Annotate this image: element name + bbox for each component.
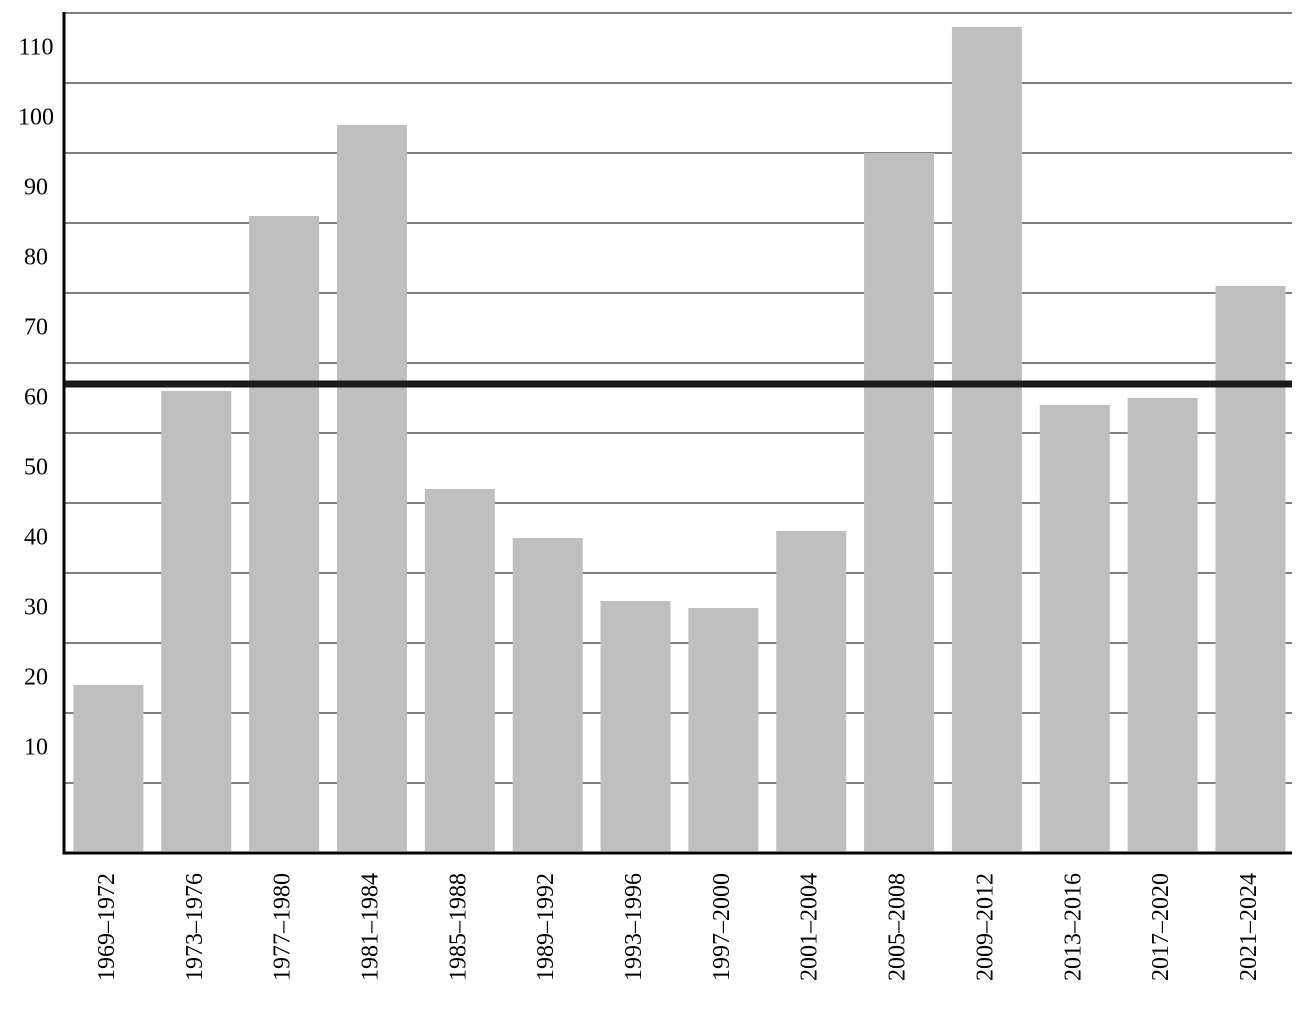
y-tick-label: 30: [24, 595, 48, 621]
bar-1973–1976: [161, 391, 232, 851]
y-tick-label: 110: [18, 35, 53, 61]
bar-2017–2020: [1127, 398, 1198, 851]
bar-1981–1984: [336, 125, 407, 851]
x-tick-label: 2005–2008: [885, 873, 911, 981]
bar-1969–1972: [73, 685, 144, 851]
x-tick-label: 2001–2004: [797, 873, 823, 981]
x-tick-label: 1973–1976: [182, 873, 208, 981]
y-tick-label: 10: [24, 735, 48, 761]
x-tick-label: 2017–2020: [1148, 873, 1174, 981]
x-tick-label: 2009–2012: [972, 873, 998, 981]
y-tick-label: 90: [24, 175, 48, 201]
y-tick-label: 50: [24, 455, 48, 481]
bar-2021–2024: [1215, 286, 1286, 851]
bar-1977–1980: [249, 216, 320, 851]
y-tick-label: 60: [24, 385, 48, 411]
y-tick-label: 100: [18, 105, 54, 131]
bar-2001–2004: [776, 531, 847, 851]
bar-2013–2016: [1039, 405, 1110, 851]
bar-1997–2000: [688, 608, 759, 851]
y-tick-label: 80: [24, 245, 48, 271]
x-tick-label: 1977–1980: [270, 873, 296, 981]
y-tick-label: 70: [24, 315, 48, 341]
bar-1989–1992: [512, 538, 583, 851]
axes: [62, 12, 1292, 855]
bar-1985–1988: [424, 489, 495, 851]
x-tick-label: 1989–1992: [533, 873, 559, 981]
bar-2005–2008: [864, 153, 935, 851]
bar-2009–2012: [951, 27, 1022, 851]
x-tick-label: 1985–1988: [445, 873, 471, 981]
y-tick-label: 40: [24, 525, 48, 551]
x-tick-labels: 1969–1972 1973–1976 1977–1980 1981–1984 1985…: [94, 873, 1262, 981]
bar-1993–1996: [600, 601, 671, 851]
x-tick-label: 1997–2000: [709, 873, 735, 981]
x-tick-label: 1993–1996: [621, 873, 647, 981]
y-tick-labels: 102030405060708090100110120: [18, 35, 54, 761]
x-tick-label: 1969–1972: [94, 873, 120, 981]
x-tick-label: 2021–2024: [1236, 873, 1262, 981]
x-tick-label: 2013–2016: [1060, 873, 1086, 981]
y-tick-label: 20: [24, 665, 48, 691]
bars: [73, 27, 1286, 851]
x-tick-label: 1981–1984: [357, 873, 383, 981]
